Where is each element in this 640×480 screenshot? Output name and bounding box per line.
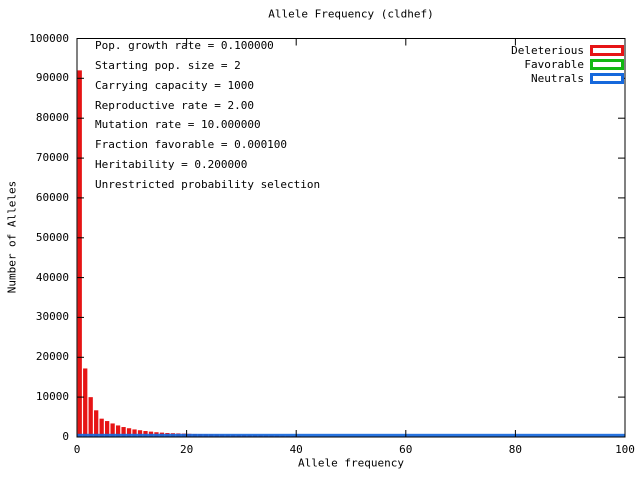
deleterious-bar (126, 428, 132, 437)
deleterious-bar (77, 70, 82, 437)
annotation-line: Starting pop. size = 2 (95, 58, 241, 72)
legend-label: Favorable (524, 57, 584, 71)
deleterious-bar (115, 425, 121, 437)
annotation-line: Heritability = 0.200000 (95, 158, 248, 172)
y-tick-label: 0 (62, 430, 69, 443)
legend-label: Neutrals (531, 71, 584, 85)
annotation-line: Reproductive rate = 2.00 (95, 98, 254, 112)
annotation-line: Fraction favorable = 0.000100 (95, 138, 288, 152)
y-tick-label: 10000 (35, 390, 69, 404)
legend-entry: Favorable (511, 57, 624, 71)
legend-key-swatch (590, 72, 624, 84)
annotation-line: Carrying capacity = 1000 (95, 78, 254, 92)
legend-entry: Deleterious (511, 43, 624, 57)
y-tick-label: 90000 (35, 71, 69, 85)
annotation-line: Unrestricted probability selection (95, 177, 321, 191)
y-tick-label: 20000 (35, 350, 69, 364)
chart-title: Allele Frequency (cldhef) (268, 7, 434, 21)
y-tick-label: 50000 (35, 230, 69, 244)
deleterious-bar (88, 397, 93, 437)
annotation-line: Mutation rate = 10.000000 (95, 118, 261, 132)
x-tick-label: 80 (508, 443, 523, 456)
y-tick-label: 60000 (35, 190, 69, 204)
deleterious-bar (99, 418, 104, 437)
legend-key-swatch (590, 58, 624, 70)
x-tick-label: 20 (179, 443, 194, 456)
neutrals-line (77, 433, 625, 437)
legend-label: Deleterious (511, 43, 584, 57)
y-tick-label: 30000 (35, 310, 69, 324)
legend-entry: Neutrals (511, 71, 624, 85)
deleterious-bar (132, 429, 137, 437)
y-tick-label: 70000 (35, 151, 69, 165)
deleterious-bar (110, 423, 115, 437)
y-tick-label: 80000 (35, 111, 69, 125)
y-tick-label: 100000 (29, 31, 69, 45)
deleterious-bar (121, 427, 126, 437)
deleterious-bar (83, 368, 88, 437)
x-tick-label: 40 (289, 443, 303, 456)
legend: Deleterious Favorable Neutrals (511, 43, 624, 85)
x-axis-label: Allele frequency (298, 456, 404, 470)
legend-key-swatch (590, 44, 624, 56)
x-tick-label: 0 (73, 443, 81, 456)
deleterious-bar (137, 430, 143, 437)
y-tick-label: 40000 (35, 270, 69, 284)
x-tick-label: 100 (615, 443, 635, 456)
x-tick-label: 60 (399, 443, 413, 456)
annotation-line: Pop. growth rate = 0.100000 (95, 39, 274, 52)
deleterious-bar (105, 421, 110, 437)
deleterious-bar (94, 410, 99, 437)
